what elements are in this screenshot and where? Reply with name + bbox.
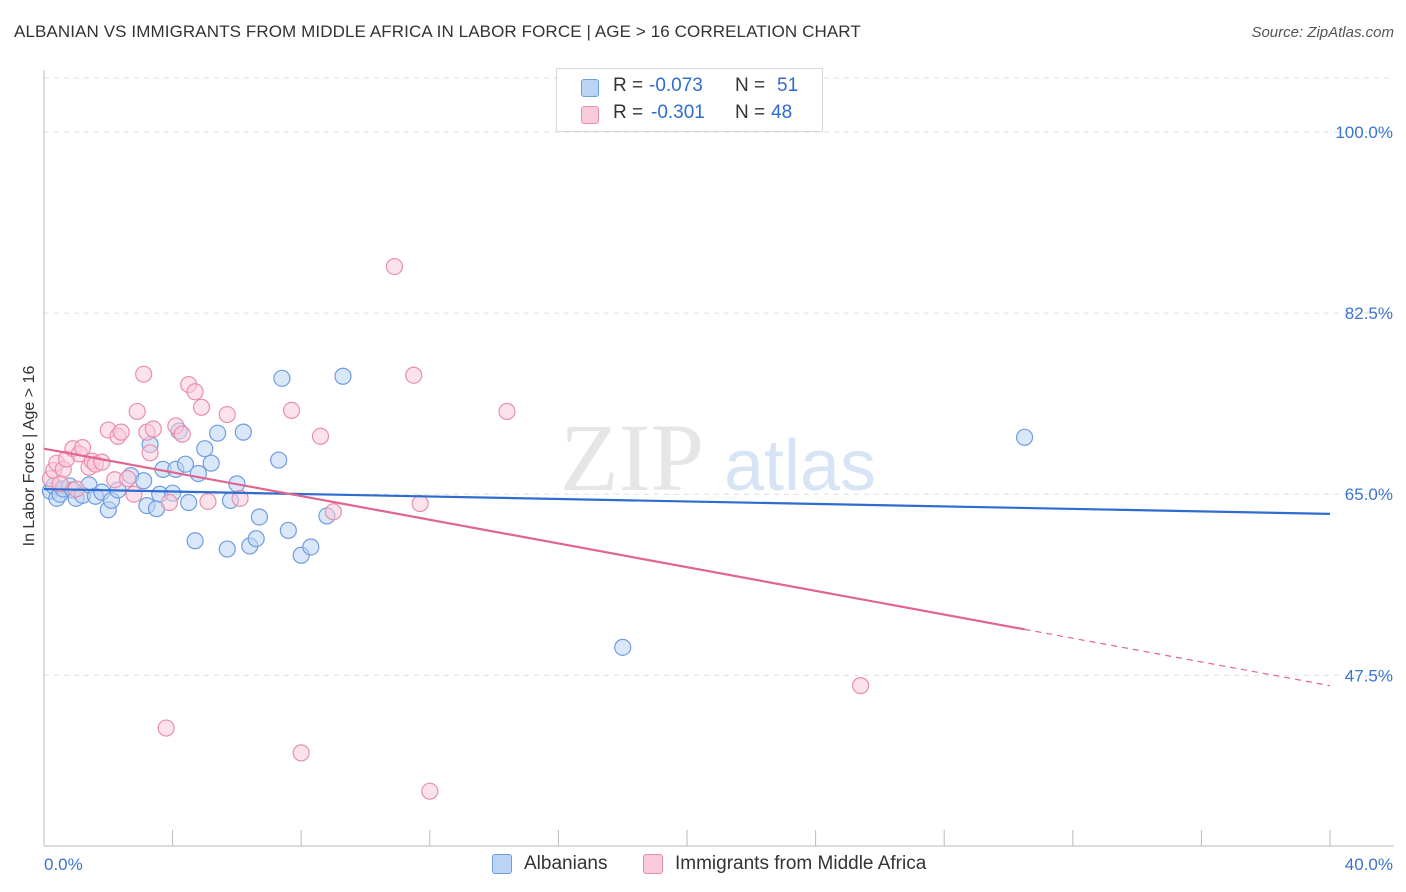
y-tick-label: 65.0% (1345, 485, 1393, 504)
middle-africa-point (411, 494, 429, 513)
albanians-point (334, 367, 352, 385)
albanians-legend-swatch (492, 854, 512, 874)
middle-africa-point (144, 420, 162, 438)
x-tick-label: 40.0% (1345, 855, 1393, 874)
albanians-point (186, 532, 204, 550)
albanians-point (1015, 428, 1034, 446)
middle-africa-point (385, 257, 404, 276)
albanians-point (270, 451, 288, 469)
y-tick-label: 82.5% (1345, 304, 1393, 323)
albanians-point (209, 424, 227, 442)
middle-africa-point (324, 503, 342, 521)
middle-africa-point (141, 444, 159, 462)
source-label: Source: ZipAtlas.com (1251, 24, 1394, 41)
albanians-point (247, 530, 265, 548)
x-tick-label: 0.0% (44, 855, 83, 874)
albanians-point (273, 369, 291, 387)
legend-label: Albanians (524, 853, 608, 874)
albanians-point (218, 540, 236, 558)
r-label: R = (613, 102, 644, 123)
albanians-point (202, 454, 220, 472)
watermark-atlas: atlas (724, 426, 876, 506)
middle-africa-point (160, 493, 178, 512)
n-value: 48 (771, 102, 793, 123)
middle-africa-point (498, 402, 516, 421)
middle-africa-swatch (581, 106, 599, 124)
albanians-point (250, 508, 269, 526)
albanians-point (135, 472, 153, 490)
middle-africa-point (282, 401, 301, 420)
middle-africa-point (51, 475, 69, 493)
tick-labels: 47.5% 65.0% 82.5% 100.0% 0.0% 40.0% (44, 123, 1393, 874)
albanians-point (196, 440, 214, 458)
n-value: 51 (777, 75, 799, 96)
y-tick-label: 100.0% (1335, 123, 1393, 142)
middle-africa-trend-extension (1024, 628, 1331, 687)
r-value: -0.301 (651, 102, 705, 123)
albanians-point (614, 638, 632, 656)
albanians-point (279, 521, 297, 540)
middle-africa-point (199, 492, 217, 511)
legend-label: Immigrants from Middle Africa (675, 853, 927, 874)
chart-title: ALBANIAN VS IMMIGRANTS FROM MIDDLE AFRIC… (14, 22, 861, 41)
data-points (41, 257, 1034, 800)
middle-africa-point (157, 719, 175, 737)
middle-africa-point (421, 782, 439, 800)
middle-africa-point (311, 427, 330, 445)
middle-africa-point (135, 365, 153, 383)
trend-lines (43, 447, 1331, 687)
middle-africa-point (73, 439, 92, 457)
middle-africa-trend-line (43, 447, 1025, 631)
middle-africa-point (852, 677, 870, 695)
albanians-point (176, 455, 195, 473)
albanians-point (234, 423, 252, 441)
middle-africa-point (173, 425, 191, 443)
n-label: N = (735, 75, 766, 96)
middle-africa-point (93, 453, 111, 471)
albanians-point (180, 493, 198, 512)
middle-africa-point (125, 485, 143, 503)
r-label: R = (613, 75, 644, 96)
middle-africa-point (231, 489, 249, 507)
albanians-swatch (581, 79, 599, 97)
r-value: -0.073 (649, 75, 703, 96)
middle-africa-point (218, 405, 236, 424)
watermark-zip: ZIP (560, 404, 704, 511)
n-label: N = (735, 102, 766, 123)
middle-africa-point (192, 398, 211, 416)
albanians-point (302, 538, 320, 556)
albanians-trend-line (43, 487, 1331, 515)
middle-africa-point (186, 383, 204, 401)
middle-africa-point (112, 423, 130, 441)
gridlines (44, 77, 1394, 676)
stats-box: R = -0.073 N = 51 R = -0.301 N = 48 (556, 68, 823, 132)
middle-africa-point (405, 366, 423, 384)
watermark: ZIP atlas (560, 404, 876, 511)
middle-africa-legend-swatch (643, 854, 663, 874)
middle-africa-point (128, 402, 146, 421)
middle-africa-point (292, 744, 310, 762)
middle-africa-point (118, 470, 137, 488)
axes (43, 70, 1394, 847)
y-tick-label: 47.5% (1345, 666, 1393, 685)
